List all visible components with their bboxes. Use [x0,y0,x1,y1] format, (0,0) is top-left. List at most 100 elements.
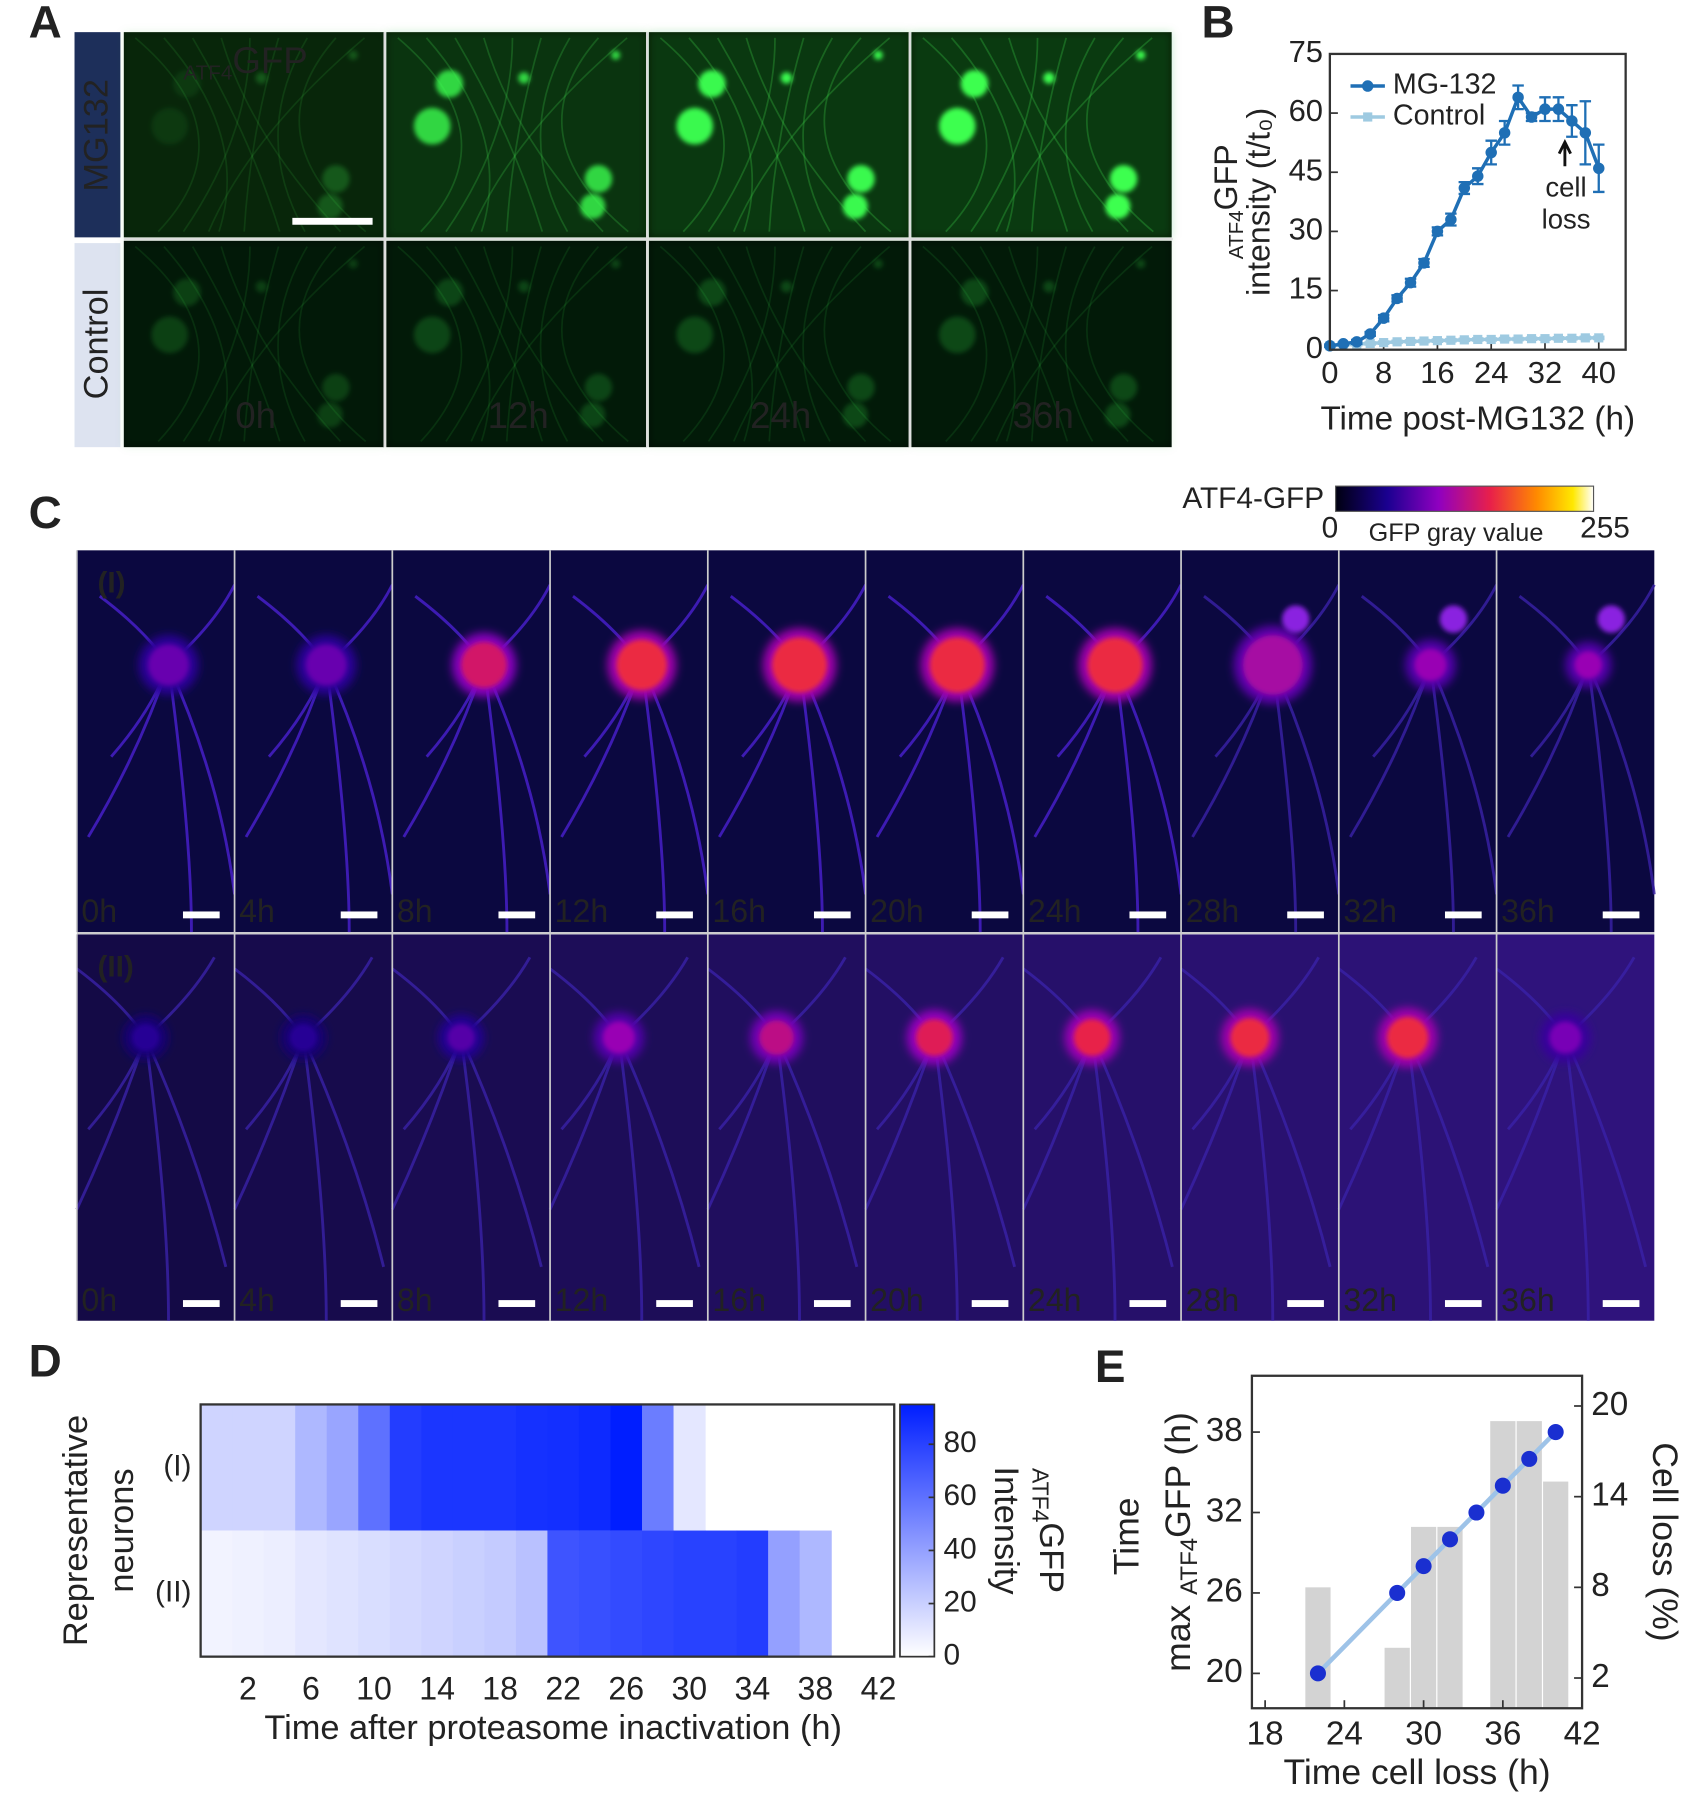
soma [1043,280,1055,293]
neurite [324,664,351,933]
y-tick-label: 60 [1289,93,1323,128]
point [1389,1584,1406,1601]
colorbar-tick-label: 80 [944,1426,977,1459]
heatmap-cell [421,1530,454,1657]
micrograph [75,934,235,1321]
point [1539,103,1551,115]
time-label: 20h [870,893,924,929]
point [1431,225,1444,238]
heatmap-cell [200,1404,233,1531]
point [1405,336,1416,347]
bar [1305,1587,1331,1709]
soma [842,402,868,428]
y-tick-label: 20 [1206,1653,1243,1690]
heatmap-cell [515,1530,548,1657]
y-axis-label-part: GFP (h) [1158,1412,1198,1538]
scale-bar [292,217,373,225]
time-label: 12h [555,1282,609,1318]
micrograph [233,934,393,1321]
point [1365,338,1375,348]
annotation: loss [1542,204,1591,235]
time-label: 8h [397,893,433,929]
soma [580,402,606,428]
colorbar-label-part: GFP [1032,1522,1070,1593]
row-label: (II) [97,951,133,984]
point [1579,127,1592,139]
neurite [1406,1037,1432,1321]
soma [1073,1019,1111,1056]
micrograph-bg [865,550,1024,933]
bar [1437,1526,1463,1709]
micrograph [1495,934,1655,1321]
soma [1414,648,1447,682]
micrograph [911,240,1172,448]
y-tick-label: 32 [1206,1492,1243,1529]
soma [611,50,621,60]
time-label: 32h [1343,1282,1397,1318]
row-label-box [74,32,121,238]
soma [780,72,793,84]
point [1567,333,1577,343]
legend-label: Control [1393,100,1485,132]
point [1391,292,1403,305]
heatmap-cell [452,1530,485,1657]
soma [1109,165,1138,193]
y2-tick-label: 14 [1591,1476,1628,1513]
neurite [167,664,236,895]
time-label: 4h [239,1282,275,1318]
time-label: 24h [750,395,811,436]
heatmap-cell [484,1530,517,1657]
neurite [324,664,394,895]
micrograph [76,550,236,933]
annotation-arrow [1557,138,1572,167]
soma [1105,402,1131,428]
neurite [640,664,667,933]
scale-bar [1602,1300,1640,1307]
time-label: 0h [81,893,117,929]
heatmap-cell [358,1530,391,1657]
soma [1549,1021,1582,1054]
marker-label-part: GFP [232,40,307,81]
x-tick-label: 24 [1474,355,1508,390]
y-tick-label: 26 [1206,1573,1243,1610]
x-tick-label: 6 [302,1671,320,1707]
bar [1384,1647,1410,1709]
debris [1439,605,1468,633]
soma [929,637,985,693]
heatmap-cell [295,1530,328,1657]
micrograph [1023,550,1183,933]
x-tick-label: 38 [798,1671,834,1707]
time-label: 8h [397,1282,433,1318]
soma [1230,1018,1270,1058]
neurite [482,664,509,933]
soma [676,316,714,354]
scale-bar [656,911,693,919]
heatmap-cell [232,1530,265,1657]
row-label-box [74,243,121,448]
heatmap-cell [389,1404,422,1531]
annotation: cell [1545,171,1586,202]
micrograph [707,550,867,933]
soma [173,69,201,98]
legend-marker [1361,80,1374,92]
soma [938,316,976,354]
x-tick-label: 14 [419,1671,455,1707]
micrograph [911,32,1172,238]
marker-label: ATF4GFP [183,40,307,85]
point [1441,1531,1459,1548]
soma [255,72,268,84]
x-tick-label: 42 [1564,1716,1601,1753]
point [1547,1424,1564,1441]
heatmap-cell [326,1530,359,1657]
soma [842,193,868,220]
soma [960,278,989,307]
soma [255,280,268,293]
scale-bar [182,1300,220,1307]
soma [1105,193,1131,220]
point [1494,1477,1511,1494]
point [1458,182,1471,194]
bar [1490,1421,1516,1709]
y-tick-label: 38 [1206,1412,1243,1449]
x-tick-label: 40 [1582,355,1616,390]
y-tick-label: (II) [155,1575,191,1608]
